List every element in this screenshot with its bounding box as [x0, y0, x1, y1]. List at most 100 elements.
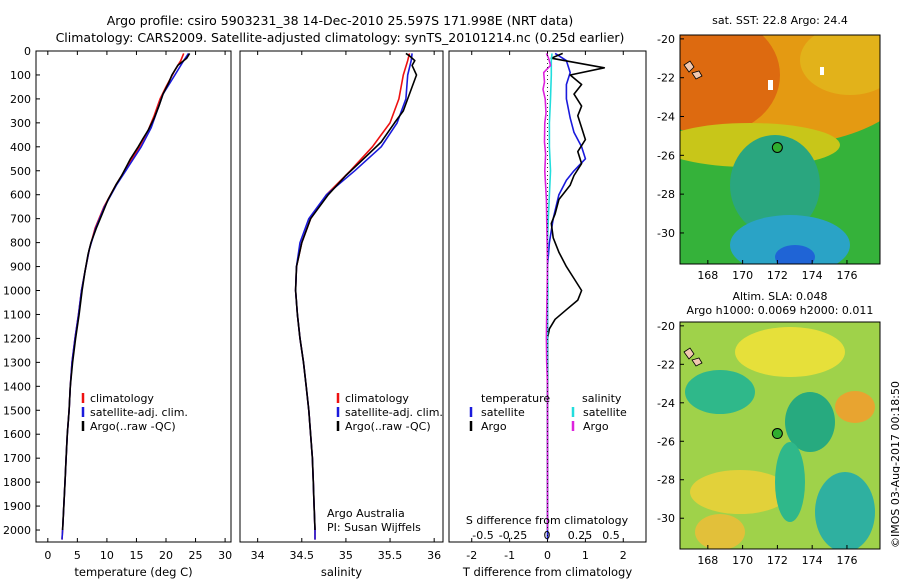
y-tick-label: 400	[10, 141, 31, 154]
map-y-tick-label: -26	[657, 435, 675, 448]
sla-low	[785, 392, 835, 452]
sst-eddy	[730, 135, 820, 235]
x-tick-label: 10	[100, 549, 114, 562]
map-title-line2: Argo h1000: 0.0069 h2000: 0.011	[687, 304, 874, 317]
map-y-tick-label: -24	[657, 397, 675, 410]
annotation-pi: PI: Susan Wijffels	[327, 521, 421, 534]
cloud-gap	[820, 67, 824, 75]
map-x-tick-label: 170	[732, 269, 753, 282]
sla-high	[695, 514, 745, 549]
x-tick-label: 2	[620, 549, 627, 562]
y-tick-label: 700	[10, 213, 31, 226]
panel-differences: -2 -1 0 1 2 T difference from climatology temp…	[448, 50, 647, 579]
y-tick-label: 800	[10, 237, 31, 250]
map-x-tick-label: 168	[697, 269, 718, 282]
map-x-tick-label: 168	[697, 554, 718, 567]
sla-low	[775, 442, 805, 522]
map-y-tick-label: -28	[657, 474, 675, 487]
plot-frame-salinity	[239, 50, 444, 543]
x-tick-label: 34	[251, 549, 265, 562]
y-tick-label: 1100	[3, 308, 31, 321]
x-tick-label: 20	[159, 549, 173, 562]
map-image	[680, 35, 880, 264]
x-tick-label: -2	[466, 549, 477, 562]
x-tick-label: 25	[189, 549, 203, 562]
map-y-tick-label: -24	[657, 111, 675, 124]
y-tick-label: 1900	[3, 500, 31, 513]
x-tick-label: 5	[74, 549, 81, 562]
figure-title-line2: Climatology: CARS2009. Satellite-adjuste…	[55, 30, 625, 45]
series-line-argo-raw-qc-	[294, 52, 418, 531]
x-tick-label: 34.5	[290, 549, 315, 562]
map-y-tick-label: -28	[657, 188, 675, 201]
s-tick-label: 0.5	[602, 529, 620, 542]
sla-low	[685, 370, 755, 414]
series-line-satellite	[546, 53, 553, 530]
legend-label: satellite-adj. clim.	[90, 406, 188, 419]
legend-label: Argo	[481, 420, 507, 433]
map-y-tick-label: -22	[657, 72, 675, 85]
y-tick-label: 1300	[3, 356, 31, 369]
map-x-tick-label: 172	[767, 554, 788, 567]
sst-cold-spot	[775, 245, 815, 264]
x-tick-label: 1	[582, 549, 589, 562]
figure-title-line1: Argo profile: csiro 5903231_38 14-Dec-20…	[106, 13, 574, 28]
map-y-tick-label: -26	[657, 149, 675, 162]
sst-warm-east	[800, 35, 880, 95]
y-tick-label: 900	[10, 261, 31, 274]
panel-salinity: 34 34.5 35 35.5 36 salinity climatologysatelli…	[239, 50, 444, 579]
argo-location-marker	[771, 428, 783, 440]
y-tick-label: 300	[10, 117, 31, 130]
y-tick-label: 1800	[3, 476, 31, 489]
map-frame	[679, 34, 881, 265]
argo-location-marker	[771, 142, 783, 154]
sla-high	[835, 391, 875, 423]
series-line-argo	[542, 53, 552, 530]
y-tick-label: 1500	[3, 404, 31, 417]
panel-temperature: 0 5 10 15 20 25 300100200300400500600700800900…	[3, 45, 232, 579]
y-tick-label: 1700	[3, 452, 31, 465]
legend-label: Argo(..raw -QC)	[345, 420, 431, 433]
y-tick-label: 100	[10, 69, 31, 82]
y-tick-label: 2000	[3, 524, 31, 537]
x-axis-label: temperature (deg C)	[74, 565, 192, 579]
map-y-tick-label: -20	[657, 320, 675, 333]
x-tick-label: 0	[44, 549, 51, 562]
island	[691, 70, 703, 80]
map-y-tick-label: -30	[657, 512, 675, 525]
legend-header-temperature: temperature	[481, 392, 550, 405]
sst-hot-region	[680, 35, 780, 135]
map-x-tick-label: 174	[802, 269, 823, 282]
map-y-tick-label: -20	[657, 33, 675, 46]
annotation-group: Argo Australia	[327, 507, 405, 520]
y-tick-label: 500	[10, 165, 31, 178]
map-x-tick-label: 172	[767, 269, 788, 282]
legend-label: Argo(..raw -QC)	[90, 420, 176, 433]
legend-label: climatology	[90, 392, 154, 405]
series-line-argo-raw-qc-	[61, 52, 191, 531]
legend-label: satellite-adj. clim.	[345, 406, 443, 419]
legend-label: satellite	[583, 406, 627, 419]
map-frame	[679, 321, 881, 550]
x-tick-label: 30	[218, 549, 232, 562]
map-sst-map: 168 170 172 174 176 -20 -22 -24 -26 -28 -30 sat. SS…	[657, 14, 881, 282]
s-tick-label: 0	[544, 529, 551, 542]
x-tick-label: 0	[544, 549, 551, 562]
legend-header-salinity: salinity	[582, 392, 622, 405]
x-axis-label: salinity	[321, 565, 362, 579]
map-title: sat. SST: 22.8 Argo: 24.4	[712, 14, 848, 27]
sla-low	[815, 472, 875, 549]
map-x-tick-label: 170	[732, 554, 753, 567]
s-tick-label: 0.25	[568, 529, 593, 542]
x-tick-label: 35	[339, 549, 353, 562]
map-y-tick-label: -30	[657, 227, 675, 240]
sla-high	[690, 470, 790, 514]
x-tick-label: 35.5	[378, 549, 403, 562]
island	[691, 357, 703, 367]
y-tick-label: 1000	[3, 285, 31, 298]
x-tick-label: -1	[504, 549, 515, 562]
legend-label: climatology	[345, 392, 409, 405]
y-tick-label: 1600	[3, 428, 31, 441]
y-tick-label: 600	[10, 189, 31, 202]
map-sla-map: 168 170 172 174 176 -20 -22 -24 -26 -28 -30 Altim. …	[657, 290, 881, 567]
